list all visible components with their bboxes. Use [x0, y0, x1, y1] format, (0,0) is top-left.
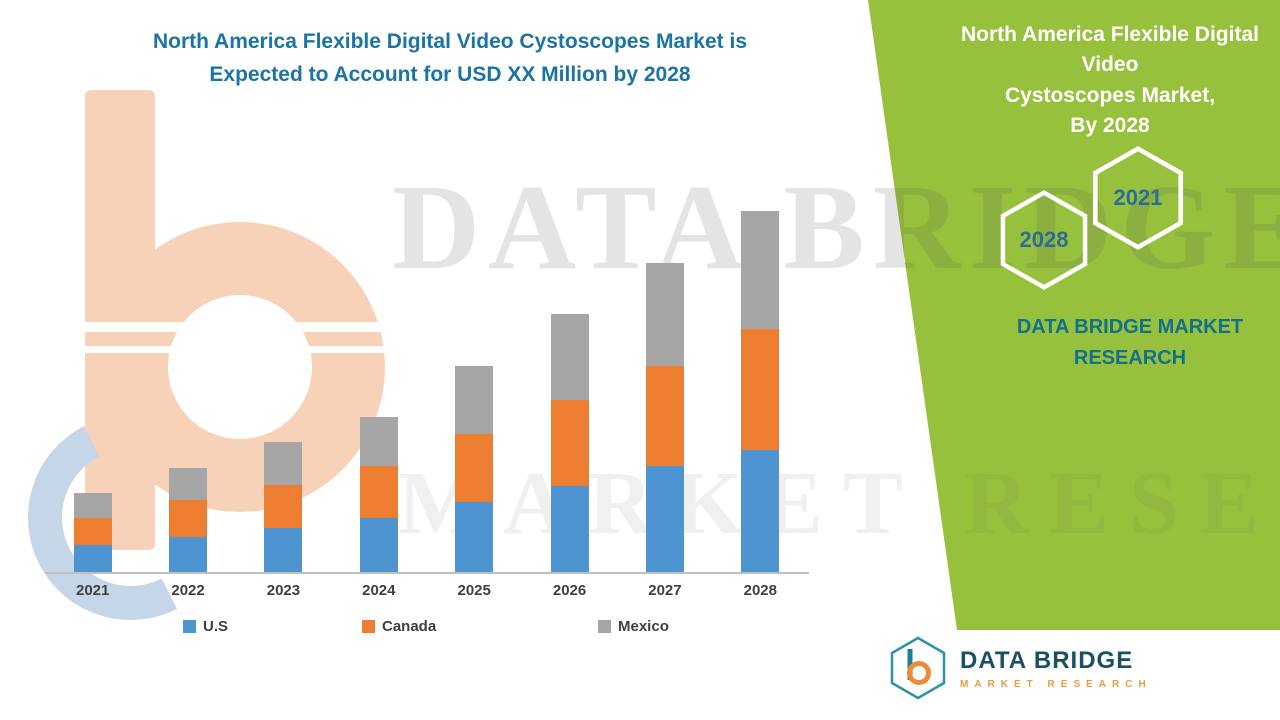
watermark-logo-stripe — [60, 322, 390, 332]
bar-column-2028 — [713, 207, 808, 572]
x-axis-label-2023: 2023 — [266, 582, 301, 599]
x-axis-label-2022: 2022 — [171, 582, 205, 599]
x-axis-labels: 2021 2022 2023 2024 2025 2026 2027 2028 — [45, 582, 808, 599]
bar-segment-mexico-2021 — [73, 493, 112, 518]
bar-segment-mexico-2023 — [264, 442, 303, 485]
bar-segment-us-2024 — [359, 518, 398, 572]
hexagon-outline-icon — [1092, 146, 1184, 250]
hexagon-2028-label: 2028 — [1019, 227, 1069, 252]
bar-segment-canada-2021 — [73, 518, 112, 545]
bar-segment-us-2022 — [169, 537, 208, 572]
x-axis-label-2026: 2026 — [552, 582, 587, 599]
bar-column-2021 — [45, 207, 140, 572]
bar-segment-us-2021 — [73, 545, 112, 572]
legend-label-canada: Canada — [382, 618, 437, 635]
bar-segment-canada-2027 — [645, 366, 684, 466]
legend-label-mexico: Mexico — [618, 618, 669, 635]
legend-swatch-canada — [362, 620, 375, 633]
legend-swatch-mexico — [598, 620, 611, 633]
bar-column-2026 — [522, 207, 617, 572]
legend-item-mexico: Mexico — [598, 618, 669, 635]
bar-segment-us-2027 — [645, 466, 684, 572]
bar-segment-mexico-2022 — [169, 468, 208, 500]
legend-label-us: U.S — [203, 618, 229, 635]
bar-column-2023 — [236, 207, 331, 572]
legend-item-us: U.S — [183, 618, 228, 635]
panel-title: North America Flexible Digital Video Cys… — [961, 23, 1259, 138]
hexagon-outline-icon — [1000, 190, 1088, 290]
bar-segment-mexico-2024 — [359, 417, 398, 466]
bar-column-2022 — [140, 207, 235, 572]
bar-segment-canada-2028 — [741, 329, 780, 450]
brand-logo: DATA BRIDGE MARKET RESEARCH — [888, 636, 1152, 700]
x-axis-label-2021: 2021 — [76, 582, 110, 599]
bar-segment-us-2023 — [264, 528, 303, 572]
x-axis-line — [45, 572, 809, 574]
x-axis-label-2024: 2024 — [362, 582, 396, 599]
bar-segment-us-2025 — [455, 502, 494, 572]
brand-logo-tagline: MARKET RESEARCH — [960, 678, 1152, 690]
stacked-bar-chart — [45, 207, 808, 572]
bar-segment-mexico-2028 — [741, 211, 780, 329]
watermark-logo-hole — [168, 295, 312, 439]
brand-logo-hexagon-icon — [890, 636, 946, 700]
bar-segment-canada-2026 — [550, 400, 589, 486]
hexagon-2021-label: 2021 — [1113, 185, 1163, 210]
legend-swatch-us — [183, 620, 196, 633]
bar-segment-canada-2025 — [455, 434, 494, 502]
bar-segment-us-2026 — [550, 486, 589, 572]
watermark-logo-stripe — [60, 346, 390, 353]
hexagon-2021: 2021 — [1090, 146, 1186, 250]
bar-column-2025 — [427, 207, 522, 572]
chart-legend: U.S Canada Mexico — [0, 618, 860, 642]
chart-title: North America Flexible Digital Video Cys… — [152, 30, 748, 86]
hexagon-2028: 2028 — [998, 190, 1090, 290]
bar-segment-mexico-2025 — [455, 366, 494, 434]
bar-column-2024 — [331, 207, 426, 572]
bar-segment-mexico-2027 — [645, 263, 684, 366]
panel-brand-text: DATA BRIDGE MARKET RESEARCH — [1016, 316, 1244, 369]
bar-column-2027 — [617, 207, 712, 572]
bar-segment-canada-2022 — [169, 500, 208, 537]
x-axis-label-2028: 2028 — [743, 582, 777, 599]
legend-item-canada: Canada — [362, 618, 436, 635]
bar-segment-canada-2023 — [264, 485, 303, 528]
bar-segment-canada-2024 — [359, 466, 398, 518]
x-axis-label-2025: 2025 — [457, 582, 491, 599]
bar-segment-mexico-2026 — [550, 314, 589, 400]
bar-segment-us-2028 — [741, 450, 780, 572]
brand-logo-name: DATA BRIDGE — [960, 646, 1134, 674]
x-axis-label-2027: 2027 — [648, 582, 682, 599]
